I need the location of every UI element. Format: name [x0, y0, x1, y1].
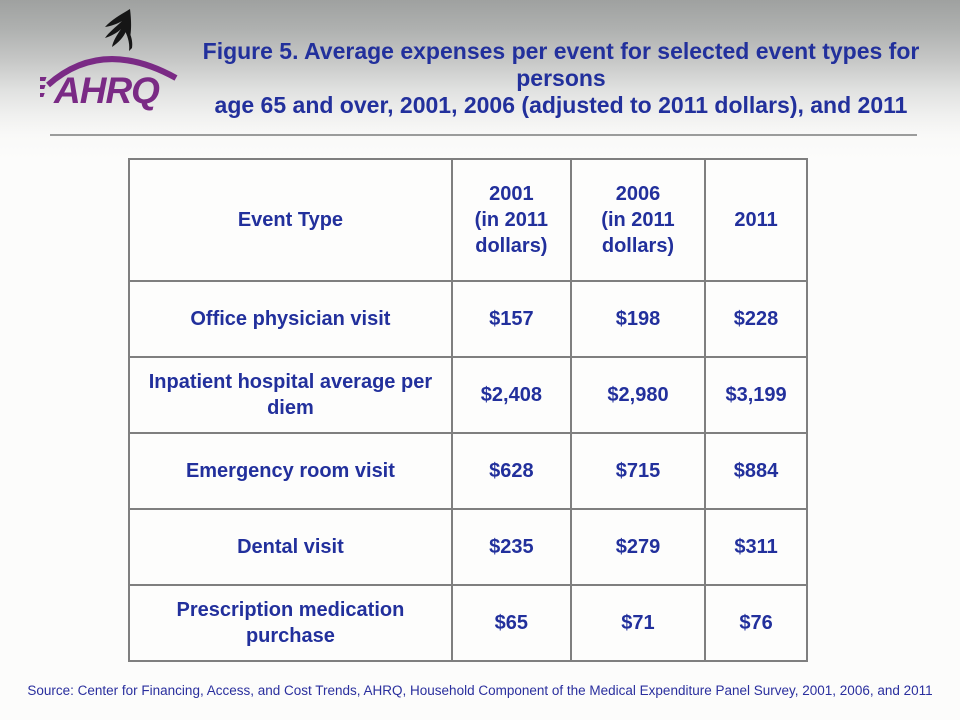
value-cell: $71: [569, 584, 707, 662]
value-cell: $715: [569, 432, 707, 510]
table-row: Prescription medication purchase $65 $71…: [128, 584, 808, 662]
value-cell: $3,199: [704, 356, 808, 434]
header-row: Event Type 2001 (in 2011 dollars) 2006 (…: [128, 158, 808, 282]
event-type-cell: Office physician visit: [128, 280, 453, 358]
table-row: Inpatient hospital average per diem $2,4…: [128, 356, 808, 434]
value-cell: $198: [569, 280, 707, 358]
value-cell: $311: [704, 508, 808, 586]
header-2001: 2001 (in 2011 dollars): [450, 158, 572, 282]
ahrq-logo-text: AHRQ: [53, 70, 160, 111]
header-divider-line: [50, 134, 917, 136]
ahrq-logo: AHRQ: [29, 5, 190, 111]
value-cell: $235: [450, 508, 572, 586]
title-line-2: age 65 and over, 2001, 2006 (adjusted to…: [214, 92, 908, 118]
ahrq-wordmark: AHRQ: [29, 51, 190, 116]
source-note: Source: Center for Financing, Access, an…: [27, 683, 933, 698]
value-cell: $157: [450, 280, 572, 358]
value-cell: $65: [450, 584, 572, 662]
hhs-eagle-icon: [92, 7, 140, 58]
value-cell: $76: [704, 584, 808, 662]
event-type-cell: Emergency room visit: [128, 432, 453, 510]
page-title: Figure 5. Average expenses per event for…: [178, 38, 944, 119]
table-body: Office physician visit $157 $198 $228 In…: [128, 280, 808, 662]
value-cell: $2,408: [450, 356, 572, 434]
value-cell: $884: [704, 432, 808, 510]
event-type-cell: Inpatient hospital average per diem: [128, 356, 453, 434]
expenses-table: Event Type 2001 (in 2011 dollars) 2006 (…: [128, 158, 808, 662]
table-row: Emergency room visit $628 $715 $884: [128, 432, 808, 510]
event-type-cell: Dental visit: [128, 508, 453, 586]
header-2011: 2011: [704, 158, 808, 282]
header-2006: 2006 (in 2011 dollars): [569, 158, 707, 282]
value-cell: $628: [450, 432, 572, 510]
title-line-1: Figure 5. Average expenses per event for…: [202, 38, 920, 91]
value-cell: $2,980: [569, 356, 707, 434]
value-cell: $279: [569, 508, 707, 586]
event-type-cell: Prescription medication purchase: [128, 584, 453, 662]
header-event-type: Event Type: [128, 158, 453, 282]
table-row: Office physician visit $157 $198 $228: [128, 280, 808, 358]
table-header: Event Type 2001 (in 2011 dollars) 2006 (…: [128, 158, 808, 282]
table-row: Dental visit $235 $279 $311: [128, 508, 808, 586]
value-cell: $228: [704, 280, 808, 358]
